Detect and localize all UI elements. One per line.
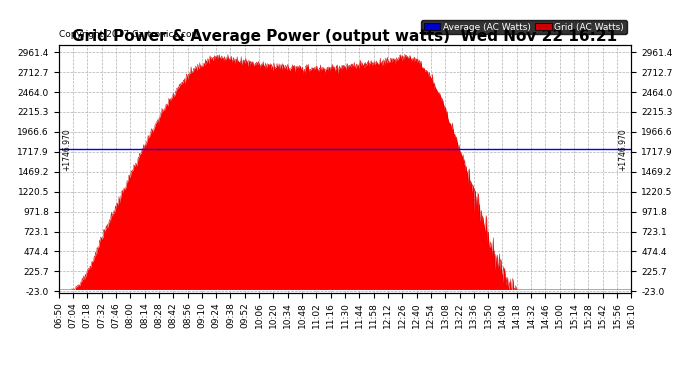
Text: +1746.970: +1746.970 — [619, 128, 628, 171]
Text: +1746.970: +1746.970 — [62, 128, 71, 171]
Legend: Average (AC Watts), Grid (AC Watts): Average (AC Watts), Grid (AC Watts) — [422, 20, 627, 34]
Text: Copyright 2017 Cartronics.com: Copyright 2017 Cartronics.com — [59, 30, 200, 39]
Title: Grid Power & Average Power (output watts)  Wed Nov 22 16:21: Grid Power & Average Power (output watts… — [72, 29, 618, 44]
